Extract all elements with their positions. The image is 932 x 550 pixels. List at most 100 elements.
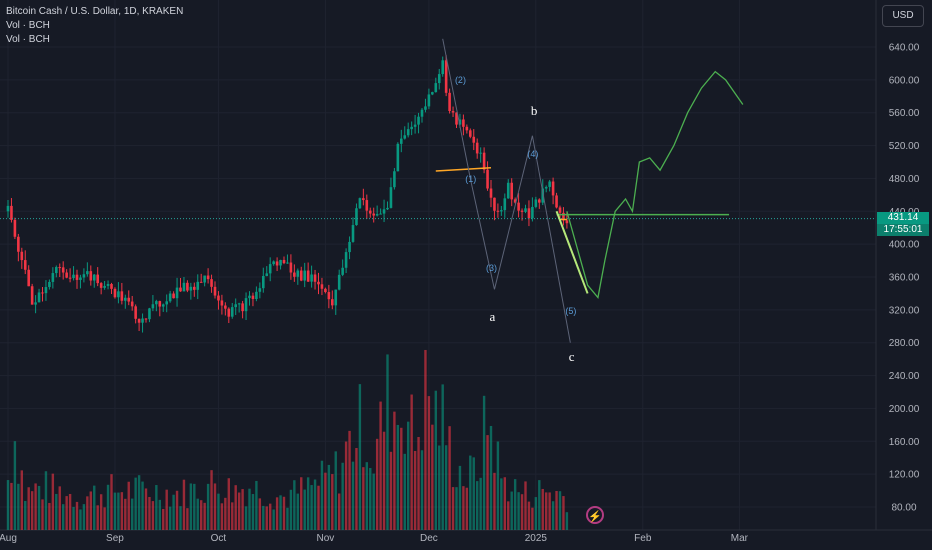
volume-bar	[424, 349, 427, 530]
volume-bar	[441, 384, 444, 530]
volume-bar	[472, 457, 475, 530]
candle	[320, 284, 324, 289]
candle	[199, 281, 203, 283]
volume-bar	[106, 484, 110, 530]
volume-bar	[48, 502, 51, 530]
candle	[34, 302, 37, 305]
volume-bar	[400, 427, 403, 530]
y-tick-label: 600.00	[889, 75, 920, 86]
volume-bar	[72, 506, 75, 530]
candle	[99, 283, 103, 288]
candle	[13, 219, 17, 237]
volume-bar	[248, 488, 251, 530]
projection-path	[566, 70, 744, 300]
candle	[65, 272, 68, 278]
candle	[58, 267, 62, 269]
volume-bar	[503, 477, 506, 530]
volume-bar	[476, 481, 479, 530]
candle	[255, 291, 258, 299]
volume-bar	[462, 486, 465, 530]
candle	[124, 297, 127, 301]
volume-bar	[120, 492, 124, 530]
candle	[224, 305, 227, 309]
candle	[365, 200, 369, 211]
volume-bar	[410, 394, 413, 530]
candle	[393, 171, 396, 188]
candle	[400, 138, 403, 144]
volume-bar	[44, 471, 48, 530]
candle	[168, 293, 172, 302]
volume-bar	[113, 492, 117, 530]
volume-bar	[237, 492, 241, 530]
volume-bar	[355, 447, 358, 530]
candle	[141, 318, 144, 323]
volume-bar	[382, 431, 386, 530]
candle	[279, 259, 282, 266]
candle	[206, 275, 210, 280]
volume-bar	[548, 492, 551, 530]
volume-bar	[103, 507, 106, 530]
x-tick-label: 2025	[525, 533, 548, 544]
volume-bar	[469, 455, 472, 530]
candle	[213, 286, 217, 296]
volume-bar	[127, 481, 130, 530]
volume-bar	[317, 485, 320, 530]
candle	[541, 188, 545, 203]
candle	[482, 152, 486, 170]
candle	[455, 112, 458, 125]
candle	[44, 287, 48, 294]
volume-bar	[545, 492, 548, 530]
volume-bar	[541, 488, 544, 530]
volume-bar	[255, 480, 258, 530]
y-tick-label: 560.00	[889, 108, 920, 119]
volume-bar	[555, 490, 558, 530]
candle	[299, 270, 303, 281]
candle	[472, 136, 476, 143]
candle	[61, 267, 65, 273]
currency-button[interactable]: USD	[882, 5, 924, 27]
volume-bar	[262, 505, 265, 530]
volume-bar	[369, 468, 372, 530]
volume-bar	[358, 384, 362, 530]
volume-bar	[420, 450, 424, 530]
candle	[75, 274, 79, 280]
volume-bar	[179, 506, 182, 530]
volume-bar	[110, 474, 113, 530]
volume-bar	[206, 483, 210, 530]
candle	[544, 186, 548, 189]
candle	[413, 124, 417, 127]
volume-legend-1: Vol · BCH	[6, 20, 50, 31]
volume-bar	[334, 451, 337, 530]
y-tick-label: 400.00	[889, 240, 920, 251]
candle	[296, 270, 300, 277]
wave-label-3: (3)	[486, 263, 497, 274]
volume-bar	[296, 493, 299, 530]
volume-bar	[513, 479, 517, 530]
candle	[275, 261, 279, 266]
candle	[565, 220, 569, 224]
volume-bar	[289, 489, 293, 530]
volume-bar	[338, 493, 341, 530]
candle	[48, 281, 51, 288]
volume-bar	[155, 485, 158, 530]
candle	[382, 209, 386, 214]
candle	[451, 111, 455, 113]
candle	[27, 269, 30, 287]
candle	[179, 287, 182, 292]
candle	[272, 261, 275, 265]
candle	[203, 275, 206, 283]
volume-bar	[251, 494, 255, 530]
candle	[386, 207, 389, 210]
lightning-icon[interactable]: ⚡	[586, 506, 604, 524]
volume-bar	[200, 500, 203, 530]
volume-bar	[324, 472, 327, 530]
volume-bar	[379, 401, 382, 530]
volume-bar	[455, 487, 458, 530]
volume-bar	[137, 475, 141, 530]
candle	[351, 225, 355, 242]
candle	[331, 299, 334, 306]
candle	[20, 251, 24, 261]
candle	[23, 260, 27, 270]
candle	[375, 214, 379, 216]
